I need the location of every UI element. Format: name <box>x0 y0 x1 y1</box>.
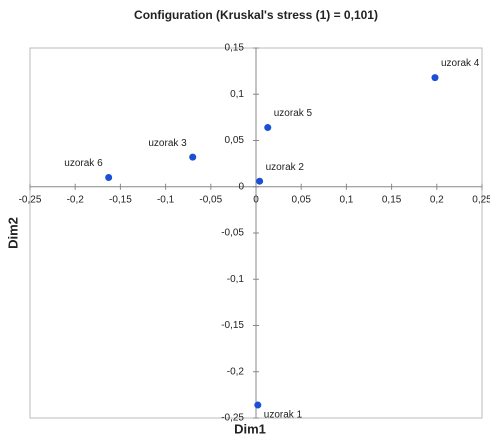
x-tick-label: -0,25 <box>19 194 42 205</box>
y-tick-label: -0,25 <box>221 413 244 424</box>
y-tick-label: 0,15 <box>225 43 245 54</box>
point <box>256 177 264 185</box>
point <box>105 174 113 181</box>
x-axis-title: Dim1 <box>234 421 266 436</box>
y-tick-label: -0,15 <box>221 320 244 331</box>
x-tick-label: 0,25 <box>472 194 490 205</box>
x-tick-label: -0,2 <box>67 194 85 205</box>
point <box>264 124 272 132</box>
point-label: uzorak 5 <box>274 108 313 119</box>
y-tick-label: 0,1 <box>230 89 244 100</box>
y-tick-label: -0,2 <box>227 366 245 377</box>
x-tick-label: 0,05 <box>291 194 311 205</box>
x-tick-label: -0,15 <box>109 194 132 205</box>
x-tick-label: -0,05 <box>199 194 222 205</box>
x-tick-label: 0 <box>253 194 259 205</box>
point <box>189 153 197 161</box>
point-label: uzorak 3 <box>148 138 187 149</box>
x-tick-label: 0,1 <box>339 194 353 205</box>
x-tick-label: -0,1 <box>157 194 175 205</box>
point <box>431 74 439 82</box>
y-tick-label: -0,1 <box>227 274 245 285</box>
point <box>254 401 262 409</box>
chart-title: Configuration (Kruskal's stress (1) = 0,… <box>134 8 378 22</box>
y-tick-label: 0 <box>238 181 244 192</box>
point-label: uzorak 4 <box>441 58 480 69</box>
y-tick-label: 0,05 <box>225 135 245 146</box>
point-label: uzorak 6 <box>64 158 103 169</box>
x-tick-label: 0,15 <box>382 194 402 205</box>
point-label: uzorak 1 <box>264 410 303 421</box>
x-tick-label: 0,2 <box>430 194 444 205</box>
y-tick-label: -0,05 <box>221 228 244 239</box>
y-axis-title: Dim2 <box>5 217 20 249</box>
point-label: uzorak 2 <box>266 162 305 173</box>
